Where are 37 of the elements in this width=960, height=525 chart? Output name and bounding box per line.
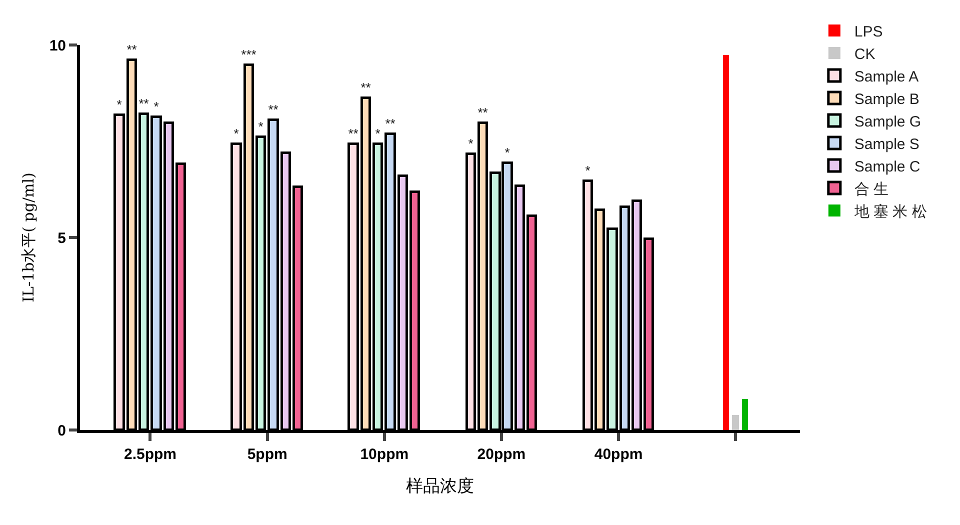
legend-label: Sample C (854, 158, 920, 176)
legend-label: Sample S (854, 136, 920, 153)
data-label: ** (348, 126, 358, 141)
data-label: * (154, 98, 159, 114)
x-tick-label: 20ppm (477, 446, 526, 463)
y-axis-title: IL-1b水平( pg/ml) (20, 172, 38, 302)
data-label: *** (241, 46, 256, 62)
legend-label: Sample A (854, 68, 919, 86)
data-label: ** (268, 102, 278, 117)
legend-label: Sample G (854, 113, 922, 130)
legend-label: CK (854, 46, 876, 63)
data-label: * (504, 144, 510, 160)
y-tick-label: 5 (58, 230, 66, 247)
data-label: * (375, 126, 380, 141)
bar (732, 415, 739, 430)
x-tick-label: 2.5ppm (124, 446, 176, 463)
x-axis-title: 样品浓度 (406, 476, 474, 496)
data-label: * (258, 118, 264, 134)
data-label: * (234, 126, 239, 141)
x-tick-label: 10ppm (360, 446, 409, 463)
legend-label: Sample B (854, 90, 920, 108)
legend-label: 合 生 (854, 180, 889, 198)
x-tick-label: 5ppm (247, 446, 288, 463)
x-tick-label: 40ppm (594, 446, 643, 463)
legend-label: LPS (854, 23, 883, 40)
y-tick-label: 10 (49, 37, 66, 54)
y-tick-label: 0 (58, 422, 66, 440)
legend-label: 地 塞 米 松 (853, 203, 927, 220)
data-label: * (116, 96, 122, 112)
data-label: * (468, 136, 474, 151)
data-label: ** (385, 116, 396, 131)
data-label: ** (360, 80, 371, 95)
data-label: * (585, 162, 590, 178)
data-label: ** (478, 104, 488, 120)
data-label: ** (138, 96, 149, 111)
bar (742, 399, 748, 430)
data-label: ** (126, 42, 137, 57)
